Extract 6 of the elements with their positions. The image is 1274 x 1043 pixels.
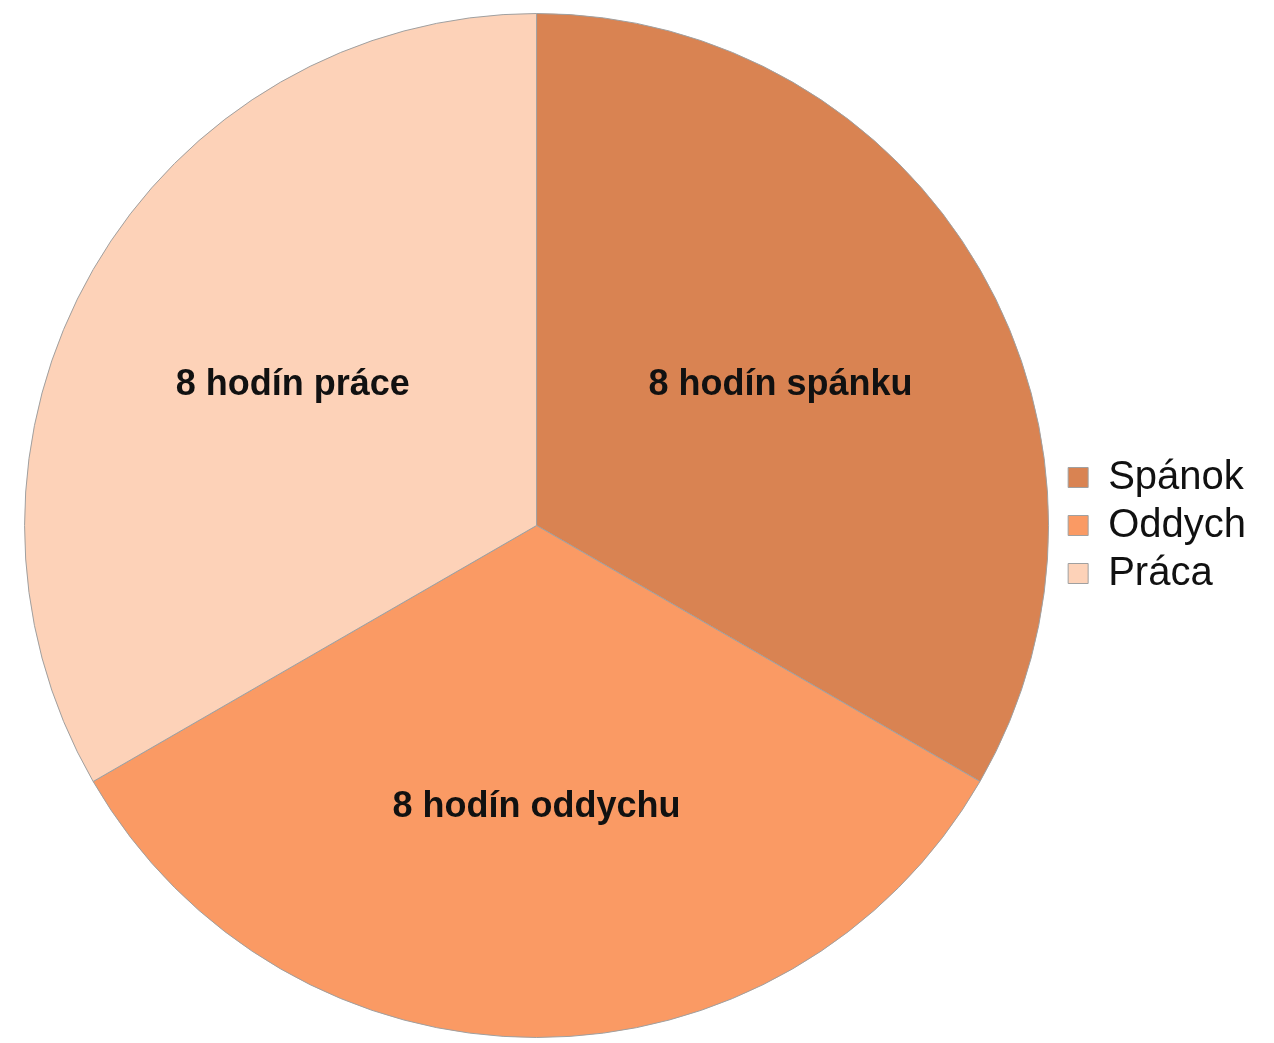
data-label: 8 hodín spánku [648, 361, 913, 403]
legend-label: Oddych [1108, 500, 1247, 545]
data-label: 8 hodín práce [175, 361, 410, 403]
legend-label: Spánok [1108, 452, 1245, 497]
data-label: 8 hodín oddychu [392, 784, 681, 826]
legend-label: Práca [1108, 548, 1214, 593]
